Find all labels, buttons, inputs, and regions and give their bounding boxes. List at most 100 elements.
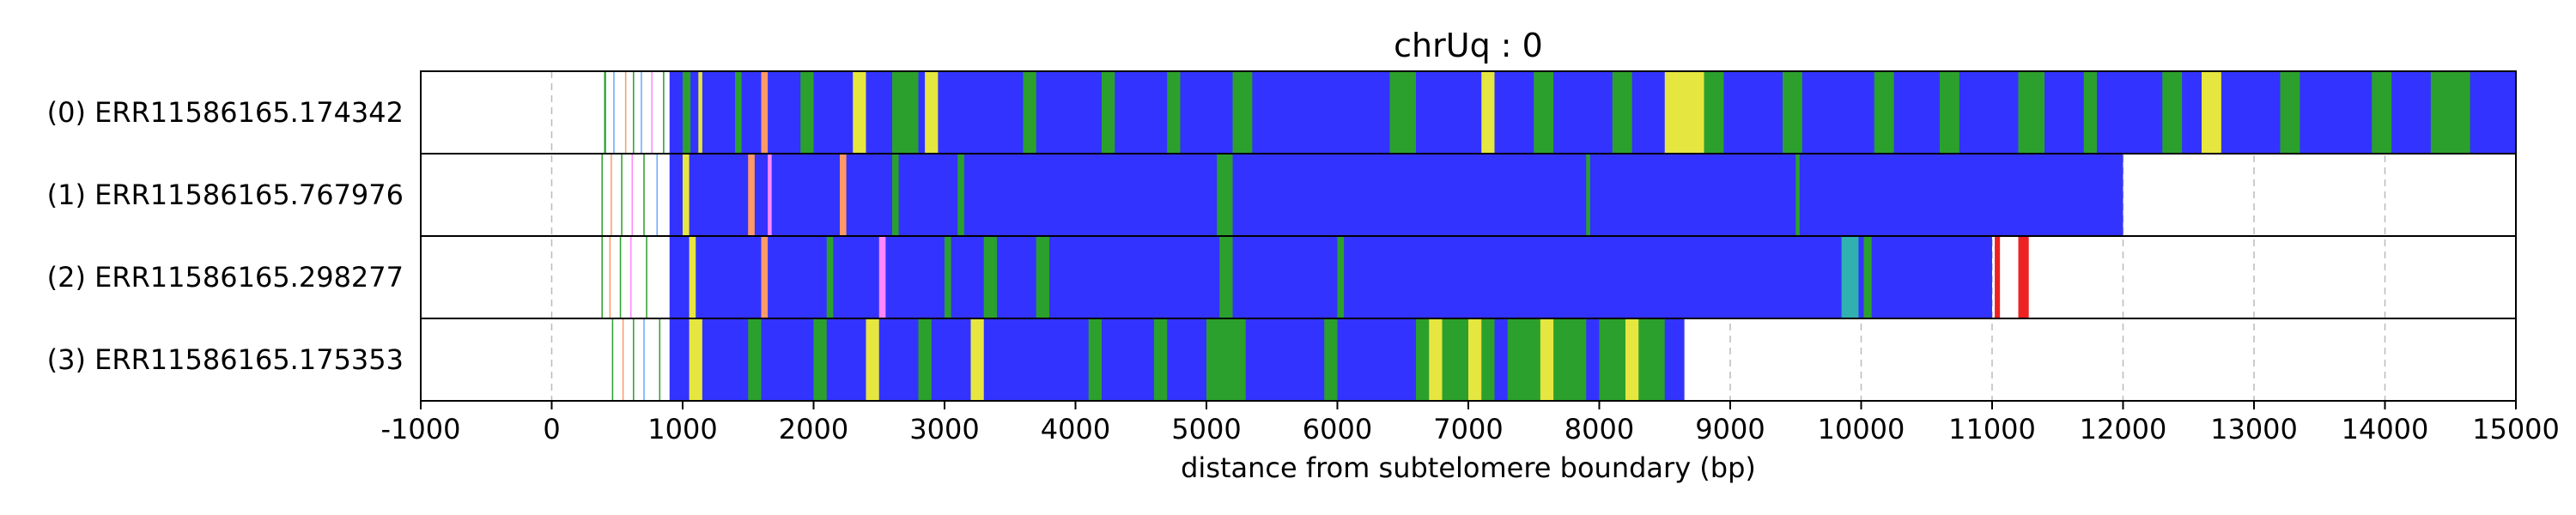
read-segment [761, 71, 769, 154]
read-segment [1232, 71, 1253, 154]
read-segment [630, 236, 632, 318]
read-segment [669, 154, 2123, 236]
read-segment [1088, 318, 1102, 401]
read-segment [1167, 71, 1181, 154]
read-segment [1036, 236, 1049, 318]
x-tick-label: 12000 [2080, 413, 2167, 445]
read-segment [624, 71, 627, 154]
read-segment [1534, 71, 1554, 154]
read-segment [1540, 318, 1554, 401]
read-segment [1206, 318, 1246, 401]
read-segment [768, 154, 772, 236]
read-segment [1863, 236, 1872, 318]
read-segment [2372, 71, 2392, 154]
read-segment [609, 236, 611, 318]
read-segment [619, 236, 622, 318]
read-segment [689, 318, 702, 401]
x-tick-label: 10000 [1818, 413, 1905, 445]
read-segment [659, 318, 661, 401]
read-segment [1783, 71, 1802, 154]
read-segment [1795, 154, 1800, 236]
read-segment [1023, 71, 1036, 154]
x-tick-label: 0 [543, 413, 560, 445]
read-segment [669, 71, 2516, 154]
read-segment [1324, 318, 1338, 401]
read-segment [892, 71, 919, 154]
read-segment [1154, 318, 1168, 401]
read-segment [611, 318, 614, 401]
read-segment [761, 236, 769, 318]
read-row: (2) ERR11586165.298277 [47, 236, 2029, 318]
x-tick-label: 9000 [1695, 413, 1765, 445]
read-segment [1102, 71, 1115, 154]
read-segment [633, 71, 635, 154]
x-tick-label: -1000 [381, 413, 461, 445]
read-segment [601, 154, 603, 236]
read-segment [1940, 71, 1959, 154]
row-label: (2) ERR11586165.298277 [47, 261, 404, 294]
read-segment [748, 154, 755, 236]
x-axis: -1000 0 1000 2000 3000 4000 5000 6000 7000 8000 90… [381, 401, 2560, 445]
read-segment [2083, 71, 2097, 154]
read-segment [643, 318, 645, 401]
read-segment [2162, 71, 2183, 154]
read-segment [1389, 71, 1416, 154]
read-segment [1586, 154, 1590, 236]
read-segment [735, 71, 742, 154]
read-segment [2280, 71, 2300, 154]
row-label: (0) ERR11586165.174342 [47, 96, 404, 129]
read-row: (3) ERR11586165.175353 [47, 318, 1685, 401]
read-segment [866, 318, 879, 401]
read-row: (1) ERR11586165.767976 [47, 154, 2123, 236]
read-segment [604, 71, 606, 154]
read-segment [683, 154, 690, 236]
rows-layer: (0) ERR11586165.174342 (1) ERR11586165.76… [47, 71, 2516, 401]
x-tick-label: 6000 [1303, 413, 1372, 445]
row-label: (1) ERR11586165.767976 [47, 179, 404, 211]
row-label: (3) ERR11586165.175353 [47, 343, 404, 376]
read-segment [621, 154, 623, 236]
read-segment [611, 154, 612, 236]
read-segment [1664, 71, 1704, 154]
read-segment [918, 318, 932, 401]
read-segment [643, 154, 645, 236]
x-tick-label: 3000 [909, 413, 979, 445]
read-segment [2202, 71, 2221, 154]
read-segment [878, 236, 886, 318]
read-segment [957, 154, 964, 236]
x-tick-label: 1000 [647, 413, 717, 445]
read-segment [683, 71, 691, 154]
x-axis-label: distance from subtelomere boundary (bp) [1181, 451, 1756, 484]
read-segment [651, 71, 653, 154]
read-segment [656, 154, 659, 236]
x-tick-label: 2000 [779, 413, 848, 445]
x-tick-label: 15000 [2472, 413, 2560, 445]
x-tick-label: 7000 [1433, 413, 1503, 445]
read-segment [646, 236, 647, 318]
read-segment [1874, 71, 1894, 154]
read-segment [613, 71, 615, 154]
read-segment [925, 71, 939, 154]
read-segment [970, 318, 984, 401]
read-segment [1429, 318, 1443, 401]
x-tick-label: 5000 [1171, 413, 1241, 445]
read-segment [853, 71, 866, 154]
read-segment [813, 318, 827, 401]
read-segment [622, 318, 624, 401]
read-segment [892, 154, 899, 236]
read-segment [663, 71, 665, 154]
read-segment [748, 318, 762, 401]
read-segment [983, 236, 997, 318]
read-segment [1995, 236, 2001, 318]
frame-layer [420, 70, 2517, 402]
read-segment [631, 154, 634, 236]
read-segment [2018, 236, 2029, 318]
x-tick-label: 4000 [1041, 413, 1110, 445]
read-segment [1217, 154, 1233, 236]
read-segment [601, 236, 603, 318]
read-segment [2018, 71, 2044, 154]
read-segment [2430, 71, 2470, 154]
read-segment [1625, 318, 1639, 401]
read-segment [689, 236, 696, 318]
